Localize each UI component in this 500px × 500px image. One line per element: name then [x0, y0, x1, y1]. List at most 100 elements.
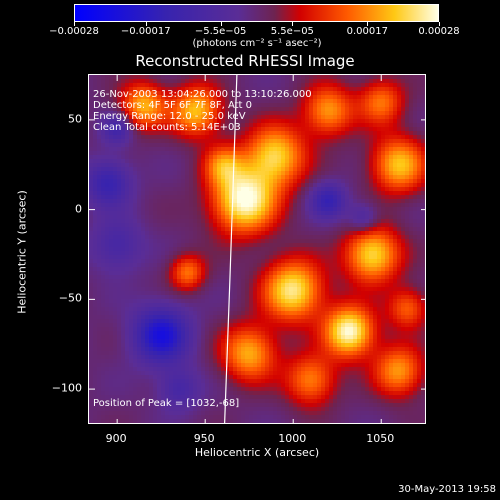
heatmap-cell [405, 155, 410, 160]
heatmap-cell [109, 211, 114, 216]
heatmap-cell [161, 227, 166, 232]
heatmap-cell [149, 83, 154, 88]
heatmap-cell [261, 79, 266, 84]
heatmap-cell [201, 279, 206, 284]
heatmap-cell [313, 91, 318, 96]
heatmap-cell [325, 199, 330, 204]
heatmap-cell [325, 131, 330, 136]
heatmap-cell [321, 247, 326, 252]
heatmap-cell [265, 123, 270, 128]
heatmap-cell [317, 259, 322, 264]
heatmap-cell [321, 287, 326, 292]
heatmap-cell [373, 259, 378, 264]
heatmap-cell [309, 215, 314, 220]
heatmap-cell [389, 91, 394, 96]
heatmap-cell [313, 163, 318, 168]
heatmap-cell [109, 123, 114, 128]
heatmap-cell [89, 303, 94, 308]
heatmap-cell [217, 99, 222, 104]
heatmap-cell [213, 115, 218, 120]
heatmap-cell [121, 299, 126, 304]
heatmap-cell [197, 263, 202, 268]
heatmap-cell [313, 175, 318, 180]
heatmap-cell [273, 267, 278, 272]
heatmap-cell [233, 235, 238, 240]
heatmap-cell [313, 99, 318, 104]
heatmap-cell [305, 283, 310, 288]
heatmap-cell [305, 143, 310, 148]
heatmap-cell [381, 115, 386, 120]
heatmap-cell [93, 95, 98, 100]
heatmap-cell [217, 247, 222, 252]
heatmap-cell [133, 131, 138, 136]
heatmap-cell [373, 175, 378, 180]
heatmap-cell [149, 111, 154, 116]
heatmap-cell [369, 107, 374, 112]
heatmap-cell [353, 255, 358, 260]
heatmap-cell [349, 171, 354, 176]
heatmap-cell [89, 211, 94, 216]
heatmap-cell [229, 79, 234, 84]
heatmap-cell [425, 83, 426, 88]
heatmap-cell [397, 99, 402, 104]
heatmap-cell [329, 155, 334, 160]
heatmap-cell [257, 147, 262, 152]
heatmap-cell [297, 159, 302, 164]
heatmap-cell [181, 151, 186, 156]
heatmap-cell [249, 211, 254, 216]
heatmap-cell [253, 267, 258, 272]
heatmap-cell [245, 255, 250, 260]
heatmap-cell [181, 87, 186, 92]
heatmap-cell [97, 103, 102, 108]
heatmap-cell [109, 243, 114, 248]
heatmap-cell [261, 199, 266, 204]
heatmap-cell [285, 307, 290, 312]
heatmap-cell [285, 203, 290, 208]
heatmap-cell [185, 151, 190, 156]
heatmap-cell [225, 187, 230, 192]
heatmap-cell [233, 143, 238, 148]
heatmap-cell [161, 119, 166, 124]
heatmap-cell [241, 267, 246, 272]
heatmap-cell [189, 231, 194, 236]
heatmap-cell [341, 167, 346, 172]
heatmap-cell [121, 187, 126, 192]
heatmap-cell [181, 83, 186, 88]
heatmap-cell [373, 151, 378, 156]
heatmap-cell [109, 83, 114, 88]
heatmap-cell [417, 223, 422, 228]
heatmap-cell [405, 187, 410, 192]
heatmap-cell [153, 195, 158, 200]
heatmap-cell [153, 299, 158, 304]
heatmap-cell [349, 107, 354, 112]
heatmap-cell [161, 259, 166, 264]
heatmap-cell [101, 175, 106, 180]
heatmap-cell [425, 103, 426, 108]
heatmap-cell [301, 119, 306, 124]
heatmap-cell [197, 171, 202, 176]
heatmap-cell [193, 247, 198, 252]
heatmap-cell [381, 295, 386, 300]
heatmap-cell [281, 251, 286, 256]
heatmap-cell [289, 199, 294, 204]
heatmap-cell [401, 255, 406, 260]
heatmap-cell [313, 207, 318, 212]
heatmap-cell [309, 227, 314, 232]
heatmap-cell [193, 211, 198, 216]
heatmap-cell [373, 135, 378, 140]
heatmap-cell [165, 199, 170, 204]
heatmap-cell [217, 87, 222, 92]
heatmap-cell [373, 91, 378, 96]
heatmap-cell [93, 307, 98, 312]
heatmap-cell [257, 291, 262, 296]
heatmap-cell [209, 215, 214, 220]
heatmap-cell [133, 167, 138, 172]
heatmap-cell [129, 195, 134, 200]
heatmap-cell [417, 79, 422, 84]
heatmap-cell [329, 255, 334, 260]
heatmap-cell [205, 195, 210, 200]
heatmap-cell [189, 195, 194, 200]
heatmap-cell [289, 259, 294, 264]
heatmap-cell [217, 207, 222, 212]
heatmap-cell [197, 303, 202, 308]
